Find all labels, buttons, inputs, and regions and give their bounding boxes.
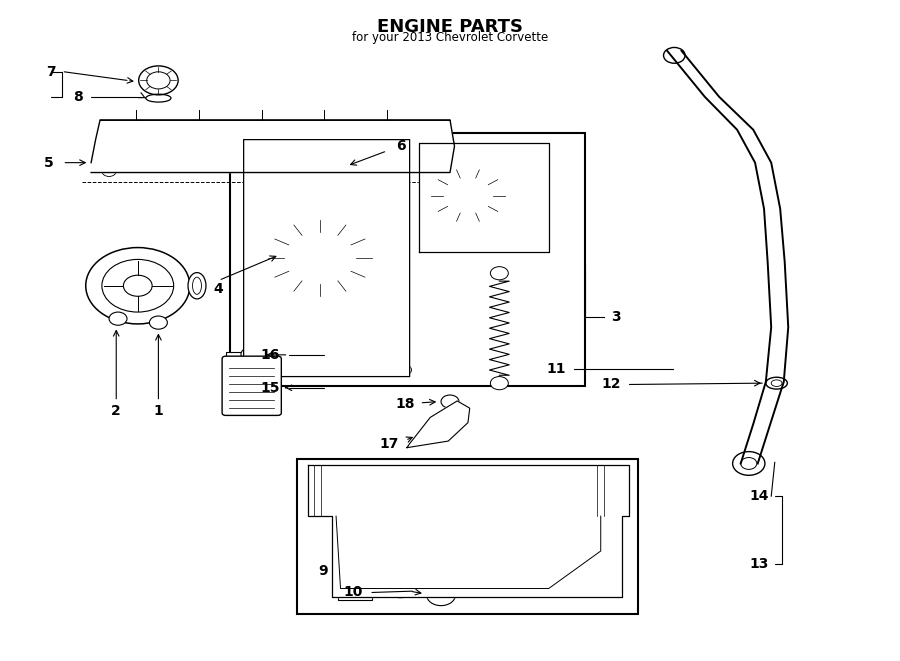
Text: 16: 16 xyxy=(261,348,280,362)
Text: 7: 7 xyxy=(46,65,56,79)
Circle shape xyxy=(441,395,459,408)
Circle shape xyxy=(266,219,374,297)
Ellipse shape xyxy=(395,588,406,595)
Circle shape xyxy=(102,259,174,312)
Ellipse shape xyxy=(391,586,410,598)
Polygon shape xyxy=(407,401,470,447)
Circle shape xyxy=(438,166,453,176)
Text: 2: 2 xyxy=(112,404,122,418)
Circle shape xyxy=(534,147,546,156)
Text: 14: 14 xyxy=(750,489,770,504)
Circle shape xyxy=(86,248,190,324)
Bar xyxy=(298,459,638,613)
Circle shape xyxy=(534,239,546,249)
Text: 12: 12 xyxy=(602,377,621,391)
Circle shape xyxy=(246,351,255,358)
Circle shape xyxy=(663,48,685,63)
Polygon shape xyxy=(91,120,454,173)
Circle shape xyxy=(491,266,508,280)
Circle shape xyxy=(443,177,493,214)
Text: 17: 17 xyxy=(379,437,399,451)
Circle shape xyxy=(246,166,260,176)
Circle shape xyxy=(149,316,167,329)
Polygon shape xyxy=(418,143,549,252)
Circle shape xyxy=(284,232,356,284)
Circle shape xyxy=(741,457,757,469)
FancyBboxPatch shape xyxy=(222,356,282,415)
Text: for your 2013 Chevrolet Corvette: for your 2013 Chevrolet Corvette xyxy=(352,31,548,44)
Text: 8: 8 xyxy=(73,90,83,104)
Text: 15: 15 xyxy=(261,381,280,395)
Bar xyxy=(230,133,585,387)
Circle shape xyxy=(279,175,295,186)
Circle shape xyxy=(243,363,259,375)
Polygon shape xyxy=(308,465,629,597)
Circle shape xyxy=(102,166,116,176)
Circle shape xyxy=(491,377,508,390)
Bar xyxy=(226,352,278,359)
Circle shape xyxy=(733,451,765,475)
Text: 9: 9 xyxy=(318,564,328,578)
Bar xyxy=(338,584,372,600)
Text: ENGINE PARTS: ENGINE PARTS xyxy=(377,18,523,36)
Circle shape xyxy=(241,348,259,361)
Circle shape xyxy=(353,166,367,176)
Circle shape xyxy=(139,66,178,95)
Ellipse shape xyxy=(771,380,782,387)
Circle shape xyxy=(427,584,455,605)
Text: 1: 1 xyxy=(154,404,163,418)
Text: 5: 5 xyxy=(44,155,54,170)
Circle shape xyxy=(395,364,411,376)
Circle shape xyxy=(279,331,295,343)
Text: 3: 3 xyxy=(611,310,621,325)
Text: 13: 13 xyxy=(750,557,770,571)
Circle shape xyxy=(514,239,526,249)
Polygon shape xyxy=(244,139,410,380)
Circle shape xyxy=(429,167,507,224)
Circle shape xyxy=(243,141,259,153)
Text: 4: 4 xyxy=(213,282,223,296)
Circle shape xyxy=(123,275,152,296)
Ellipse shape xyxy=(188,272,206,299)
Ellipse shape xyxy=(766,377,788,389)
Text: 10: 10 xyxy=(344,585,363,599)
Text: 11: 11 xyxy=(546,362,565,375)
Ellipse shape xyxy=(193,277,202,294)
Circle shape xyxy=(109,312,127,325)
Text: 18: 18 xyxy=(395,397,415,411)
Text: 6: 6 xyxy=(396,139,406,153)
Circle shape xyxy=(304,247,336,270)
Circle shape xyxy=(147,72,170,89)
